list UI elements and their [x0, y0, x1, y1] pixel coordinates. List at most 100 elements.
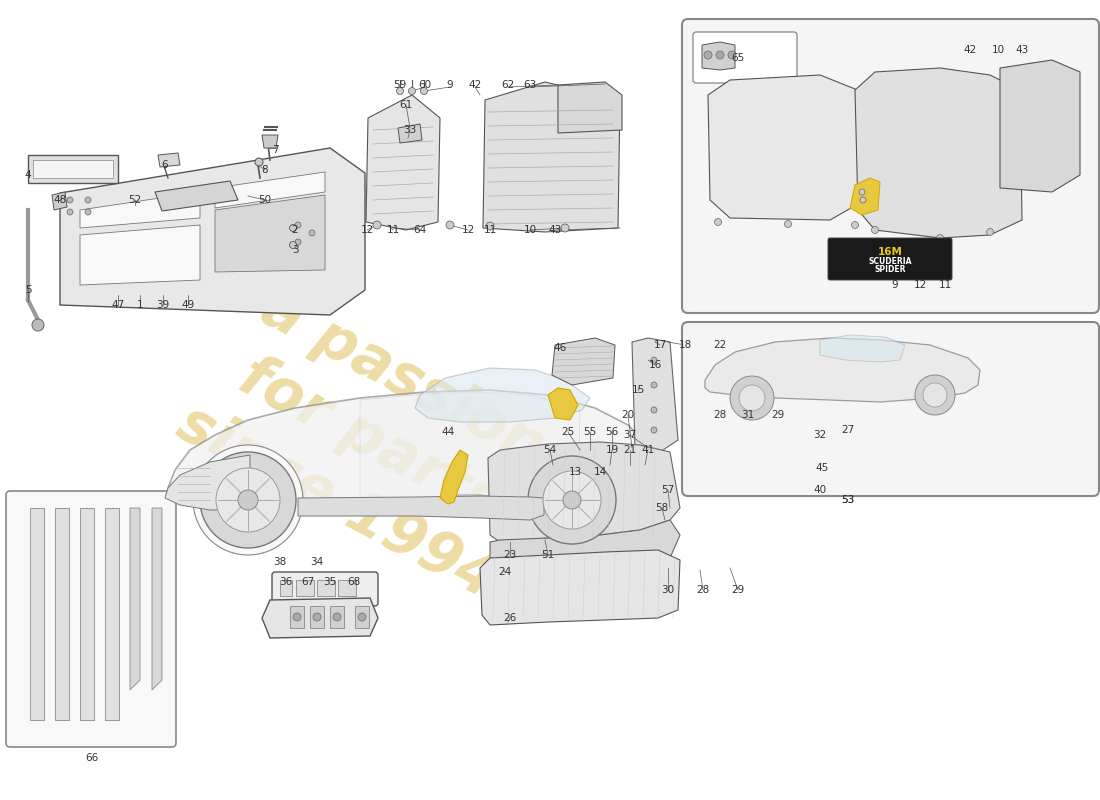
Bar — [290, 606, 304, 628]
Text: 61: 61 — [399, 100, 412, 110]
Circle shape — [561, 224, 569, 232]
Text: 43: 43 — [549, 225, 562, 235]
Text: 10: 10 — [991, 45, 1004, 55]
Circle shape — [446, 221, 454, 229]
Circle shape — [293, 613, 301, 621]
Text: 28: 28 — [696, 585, 710, 595]
Text: 5: 5 — [24, 285, 31, 295]
Polygon shape — [298, 496, 544, 520]
Polygon shape — [705, 338, 980, 402]
Circle shape — [289, 225, 297, 231]
Text: 59: 59 — [394, 80, 407, 90]
Circle shape — [739, 385, 764, 411]
Circle shape — [396, 87, 404, 94]
Text: 7: 7 — [272, 145, 278, 155]
Circle shape — [711, 419, 717, 425]
Circle shape — [67, 209, 73, 215]
Text: 57: 57 — [661, 485, 674, 495]
Text: 47: 47 — [111, 300, 124, 310]
Text: 62: 62 — [502, 80, 515, 90]
Text: 30: 30 — [661, 585, 674, 595]
Polygon shape — [483, 82, 620, 232]
Text: 22: 22 — [714, 340, 727, 350]
Text: 40: 40 — [813, 485, 826, 495]
Text: 58: 58 — [656, 503, 669, 513]
Text: 13: 13 — [569, 467, 582, 477]
Circle shape — [730, 376, 774, 420]
Circle shape — [192, 445, 303, 555]
Text: 27: 27 — [842, 425, 855, 435]
Circle shape — [486, 222, 494, 230]
Text: 11: 11 — [483, 225, 496, 235]
Polygon shape — [30, 508, 44, 720]
Text: 15: 15 — [631, 385, 645, 395]
Circle shape — [255, 158, 263, 166]
Circle shape — [289, 242, 297, 249]
Text: SCUDERIA: SCUDERIA — [868, 258, 912, 266]
Circle shape — [728, 51, 736, 59]
Polygon shape — [815, 455, 830, 467]
Polygon shape — [168, 390, 654, 505]
Circle shape — [704, 51, 712, 59]
Polygon shape — [398, 124, 422, 143]
Polygon shape — [558, 82, 622, 133]
Circle shape — [543, 471, 601, 529]
Text: 53: 53 — [842, 495, 855, 505]
Polygon shape — [1000, 60, 1080, 192]
Text: 6: 6 — [162, 160, 168, 170]
Text: 16: 16 — [648, 360, 661, 370]
Text: 51: 51 — [541, 550, 554, 560]
Polygon shape — [104, 508, 119, 720]
Circle shape — [238, 490, 258, 510]
Text: 39: 39 — [156, 300, 169, 310]
Circle shape — [528, 456, 616, 544]
Text: 42: 42 — [964, 45, 977, 55]
Text: 56: 56 — [605, 427, 618, 437]
Text: 36: 36 — [279, 577, 293, 587]
Polygon shape — [488, 442, 680, 542]
Text: 45: 45 — [815, 463, 828, 473]
Bar — [330, 606, 344, 628]
Circle shape — [314, 613, 321, 621]
Text: 32: 32 — [813, 430, 826, 440]
Text: 9: 9 — [892, 280, 899, 290]
Polygon shape — [360, 392, 580, 502]
Text: 12: 12 — [461, 225, 474, 235]
Polygon shape — [52, 192, 67, 210]
Text: 49: 49 — [182, 300, 195, 310]
Text: SPIDER: SPIDER — [874, 266, 905, 274]
Polygon shape — [214, 195, 324, 272]
Text: 12: 12 — [913, 280, 926, 290]
Text: 35: 35 — [323, 577, 337, 587]
Circle shape — [563, 491, 581, 509]
Circle shape — [851, 222, 858, 229]
Circle shape — [784, 221, 792, 227]
FancyBboxPatch shape — [682, 19, 1099, 313]
Circle shape — [309, 230, 315, 236]
Text: 3: 3 — [292, 245, 298, 255]
Circle shape — [915, 375, 955, 415]
Polygon shape — [33, 160, 113, 178]
Text: 41: 41 — [641, 445, 654, 455]
Circle shape — [860, 197, 866, 203]
Polygon shape — [803, 426, 836, 452]
Circle shape — [760, 462, 766, 468]
Text: 2: 2 — [292, 225, 298, 235]
Circle shape — [859, 189, 865, 195]
Circle shape — [651, 427, 657, 433]
Polygon shape — [80, 192, 200, 228]
Text: 65: 65 — [732, 53, 745, 63]
Circle shape — [408, 87, 416, 94]
Bar — [317, 580, 336, 596]
Polygon shape — [130, 508, 140, 690]
Circle shape — [67, 197, 73, 203]
Polygon shape — [214, 172, 324, 208]
Text: 11: 11 — [938, 280, 952, 290]
Polygon shape — [490, 520, 680, 572]
Polygon shape — [60, 148, 365, 315]
Text: 9: 9 — [447, 80, 453, 90]
Polygon shape — [28, 155, 118, 183]
Bar — [310, 606, 324, 628]
Circle shape — [651, 407, 657, 413]
Circle shape — [715, 462, 720, 468]
